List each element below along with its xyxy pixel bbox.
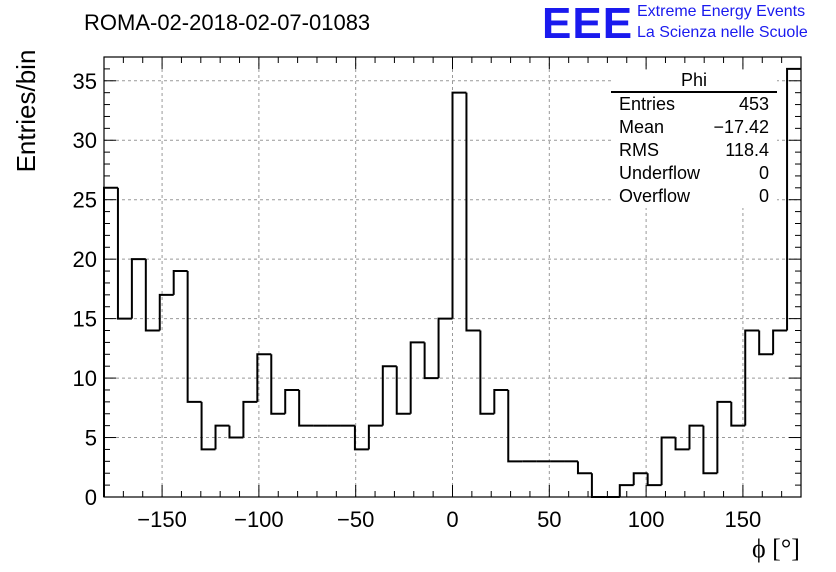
y-tick-label: 20 xyxy=(73,247,97,272)
histogram-bin xyxy=(270,354,286,415)
histogram-bin xyxy=(367,424,383,450)
x-tick-label: 100 xyxy=(628,507,665,532)
stats-row-rms: RMS 118.4 xyxy=(611,139,777,162)
x-tick-label: −50 xyxy=(337,507,374,532)
histogram-bin xyxy=(674,437,690,451)
stats-row-entries: Entries 453 xyxy=(611,93,777,116)
stats-value: 0 xyxy=(758,163,769,183)
histogram-bin xyxy=(381,365,397,426)
histogram-bin xyxy=(646,473,662,487)
histogram-bin xyxy=(590,473,606,498)
eee-logo: EEE xyxy=(542,0,634,48)
histogram-bin xyxy=(688,424,704,450)
x-tick-label: −150 xyxy=(137,507,187,532)
histogram-bin xyxy=(158,293,174,331)
x-tick-label: 50 xyxy=(537,507,561,532)
logo-subtitle-1: Extreme Energy Events xyxy=(637,3,806,20)
histogram-bin xyxy=(744,329,760,426)
stats-row-underflow: Underflow 0 xyxy=(611,162,777,185)
y-tick-label: 25 xyxy=(73,188,97,213)
y-tick-label: 30 xyxy=(73,128,97,153)
stats-label: RMS xyxy=(619,140,659,160)
histogram-bin xyxy=(242,400,258,438)
histogram-bin xyxy=(437,317,453,379)
y-tick-label: 5 xyxy=(85,426,97,451)
stats-label: Mean xyxy=(619,117,665,137)
histogram-bin xyxy=(576,461,592,475)
histogram-bin xyxy=(716,400,732,474)
y-tick-label: 35 xyxy=(73,69,97,94)
histogram-bin xyxy=(256,353,272,402)
histogram-bin xyxy=(298,389,314,427)
stats-label: Entries xyxy=(619,94,676,114)
histogram-bin xyxy=(228,425,244,439)
histogram-bin xyxy=(507,389,523,463)
logo-subtitle-2: La Scienza nelle Scuole xyxy=(637,24,808,41)
stats-row-mean: Mean −17.42 xyxy=(611,116,777,139)
y-tick-label: 0 xyxy=(85,485,97,510)
x-tick-label: −100 xyxy=(234,507,284,532)
histogram-bin xyxy=(730,401,746,427)
histogram-bin xyxy=(493,388,509,414)
histogram-bin xyxy=(186,271,202,403)
histogram-bin xyxy=(172,270,188,295)
x-axis-label: ϕ [°] xyxy=(752,534,800,563)
y-tick-label: 15 xyxy=(73,307,97,332)
histogram-bin xyxy=(395,366,411,415)
y-axis-label: Entries/bin xyxy=(11,49,41,173)
stats-label: Underflow xyxy=(619,163,701,183)
stats-value: 0 xyxy=(758,186,769,206)
histogram-bin xyxy=(144,259,160,332)
histogram-bin xyxy=(284,388,300,414)
stats-value: −17.42 xyxy=(713,117,769,137)
histogram-bin xyxy=(660,436,676,486)
histogram-bin xyxy=(632,472,648,486)
stats-label: Overflow xyxy=(619,186,691,206)
stats-value: 453 xyxy=(738,94,769,114)
y-tick-label: 10 xyxy=(73,366,97,391)
chart-title: ROMA-02-2018-02-07-01083 xyxy=(84,10,371,35)
stats-box: Phi Entries 453 Mean −17.42 RMS 118.4 Un… xyxy=(611,70,777,208)
x-tick-label: 150 xyxy=(725,507,762,532)
histogram-bin xyxy=(702,425,718,475)
histogram-bin xyxy=(479,330,495,415)
histogram-bin xyxy=(423,342,439,380)
histogram-bin xyxy=(130,258,146,319)
histogram-bin xyxy=(618,484,634,497)
histogram-bin xyxy=(451,91,467,319)
histogram-bin xyxy=(214,424,230,450)
histogram-bin xyxy=(465,92,481,332)
histogram-bin xyxy=(200,401,216,451)
histogram-bin xyxy=(409,341,425,414)
histogram-bin xyxy=(758,330,774,356)
stats-value: 118.4 xyxy=(725,140,769,160)
stats-title: Phi xyxy=(611,70,777,93)
stats-row-overflow: Overflow 0 xyxy=(611,185,777,208)
histogram-bin xyxy=(353,425,369,451)
histogram-bin xyxy=(116,187,132,320)
x-tick-label: 0 xyxy=(446,507,458,532)
histogram-bin xyxy=(772,329,788,355)
